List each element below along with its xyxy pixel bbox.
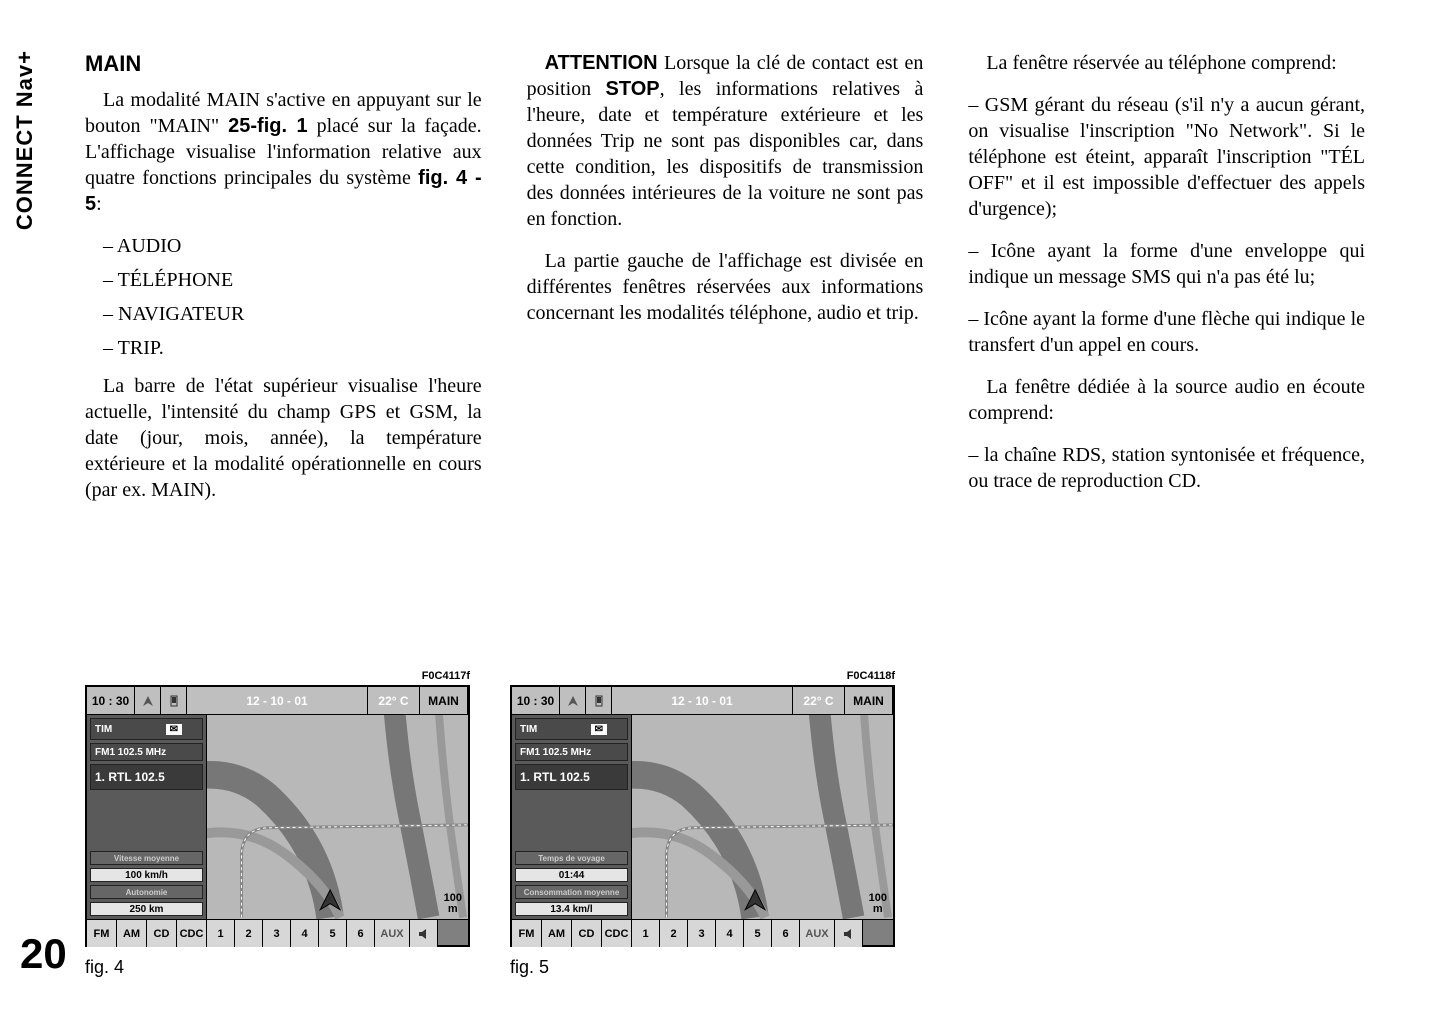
para: – la chaîne RDS, station syntonisée et f… bbox=[968, 442, 1365, 494]
radio-band: FM1 102.5 MHz bbox=[515, 743, 628, 761]
list-item: – NAVIGATEUR bbox=[85, 301, 482, 327]
trip-value-1: 100 km/h bbox=[90, 868, 203, 882]
aux-button[interactable]: AUX bbox=[800, 920, 835, 947]
radio-band: FM1 102.5 MHz bbox=[90, 743, 203, 761]
para: – Icône ayant la forme d'une flèche qui … bbox=[968, 306, 1365, 358]
para: – GSM gérant du réseau (s'il n'y a aucun… bbox=[968, 92, 1365, 222]
radio-station: 1. RTL 102.5 bbox=[515, 764, 628, 790]
gsm-icon bbox=[161, 687, 187, 714]
temperature: 22° C bbox=[793, 687, 845, 714]
main-area: TIM✉ FM1 102.5 MHz 1. RTL 102.5 Temps de… bbox=[512, 715, 893, 919]
preset-button[interactable]: 2 bbox=[660, 920, 688, 947]
para: La fenêtre dédiée à la source audio en é… bbox=[968, 374, 1365, 426]
preset-button[interactable]: 5 bbox=[319, 920, 347, 947]
source-bar: FMAMCDCDC 123456 AUX bbox=[87, 919, 468, 947]
date: 12 - 10 - 01 bbox=[187, 687, 368, 714]
phone-cell: TIM✉ bbox=[90, 718, 203, 740]
source-button[interactable]: CD bbox=[147, 920, 177, 947]
para: La partie gauche de l'affichage est divi… bbox=[527, 248, 924, 326]
column-3: La fenêtre réservée au téléphone compren… bbox=[968, 50, 1365, 519]
mode-label: MAIN bbox=[420, 687, 468, 714]
phone-cell: TIM✉ bbox=[515, 718, 628, 740]
trip-label-2: Consommation moyenne bbox=[515, 885, 628, 899]
gsm-icon bbox=[586, 687, 612, 714]
mode-label: MAIN bbox=[845, 687, 893, 714]
preset-button[interactable]: 6 bbox=[772, 920, 800, 947]
page: CONNECT Nav+ 20 MAIN La modalité MAIN s'… bbox=[0, 0, 1445, 1018]
source-button[interactable]: AM bbox=[542, 920, 572, 947]
trip-label-1: Vitesse moyenne bbox=[90, 851, 203, 865]
function-list: – AUDIO – TÉLÉPHONE – NAVIGATEUR – TRIP. bbox=[85, 233, 482, 361]
source-button[interactable]: FM bbox=[87, 920, 117, 947]
para: La fenêtre réservée au téléphone compren… bbox=[968, 50, 1365, 76]
trip-label-2: Autonomie bbox=[90, 885, 203, 899]
page-number: 20 bbox=[20, 930, 67, 978]
source-button[interactable]: AM bbox=[117, 920, 147, 947]
radio-station: 1. RTL 102.5 bbox=[90, 764, 203, 790]
preset-button[interactable]: 4 bbox=[716, 920, 744, 947]
column-1: MAIN La modalité MAIN s'active en appuya… bbox=[85, 50, 482, 519]
source-button[interactable]: CD bbox=[572, 920, 602, 947]
map-view: 100m bbox=[632, 715, 893, 919]
list-item: – AUDIO bbox=[85, 233, 482, 259]
source-button[interactable]: FM bbox=[512, 920, 542, 947]
figure: F0C4117f 10 : 30 12 - 10 - 01 22° C MAIN… bbox=[85, 670, 470, 978]
envelope-icon: ✉ bbox=[591, 724, 607, 735]
status-bar: 10 : 30 12 - 10 - 01 22° C MAIN bbox=[87, 687, 468, 715]
figure: F0C4118f 10 : 30 12 - 10 - 01 22° C MAIN… bbox=[510, 670, 895, 978]
figure-caption: fig. 5 bbox=[510, 957, 895, 978]
list-item: – TÉLÉPHONE bbox=[85, 267, 482, 293]
gps-icon bbox=[135, 687, 161, 714]
speaker-icon[interactable] bbox=[410, 920, 438, 947]
text-columns: MAIN La modalité MAIN s'active en appuya… bbox=[85, 50, 1365, 519]
list-item: – TRIP. bbox=[85, 335, 482, 361]
trip-label-1: Temps de voyage bbox=[515, 851, 628, 865]
preset-button[interactable]: 6 bbox=[347, 920, 375, 947]
aux-button[interactable]: AUX bbox=[375, 920, 410, 947]
nav-screen: 10 : 30 12 - 10 - 01 22° C MAIN TIM✉ FM1… bbox=[85, 685, 470, 947]
clock: 10 : 30 bbox=[87, 687, 135, 714]
heading-main: MAIN bbox=[85, 50, 482, 79]
figure-caption: fig. 4 bbox=[85, 957, 470, 978]
nav-screen: 10 : 30 12 - 10 - 01 22° C MAIN TIM✉ FM1… bbox=[510, 685, 895, 947]
envelope-icon: ✉ bbox=[166, 724, 182, 735]
trip-value-2: 13.4 km/l bbox=[515, 902, 628, 916]
temperature: 22° C bbox=[368, 687, 420, 714]
side-label: CONNECT Nav+ bbox=[12, 50, 38, 230]
speaker-icon[interactable] bbox=[835, 920, 863, 947]
trip-value-2: 250 km bbox=[90, 902, 203, 916]
gps-icon bbox=[560, 687, 586, 714]
clock: 10 : 30 bbox=[512, 687, 560, 714]
left-panel: TIM✉ FM1 102.5 MHz 1. RTL 102.5 Vitesse … bbox=[87, 715, 207, 919]
map-scale: 100m bbox=[444, 893, 462, 915]
source-button[interactable]: CDC bbox=[177, 920, 207, 947]
figure-id: F0C4118f bbox=[510, 670, 895, 682]
main-area: TIM✉ FM1 102.5 MHz 1. RTL 102.5 Vitesse … bbox=[87, 715, 468, 919]
status-bar: 10 : 30 12 - 10 - 01 22° C MAIN bbox=[512, 687, 893, 715]
source-button[interactable]: CDC bbox=[602, 920, 632, 947]
preset-button[interactable]: 3 bbox=[263, 920, 291, 947]
date: 12 - 10 - 01 bbox=[612, 687, 793, 714]
para: ATTENTION Lorsque la clé de contact est … bbox=[527, 50, 924, 232]
left-panel: TIM✉ FM1 102.5 MHz 1. RTL 102.5 Temps de… bbox=[512, 715, 632, 919]
para: La barre de l'état supérieur visualise l… bbox=[85, 373, 482, 503]
source-bar: FMAMCDCDC 123456 AUX bbox=[512, 919, 893, 947]
map-view: 100m bbox=[207, 715, 468, 919]
para: La modalité MAIN s'active en appuyant su… bbox=[85, 87, 482, 217]
preset-button[interactable]: 1 bbox=[207, 920, 235, 947]
para: – Icône ayant la forme d'une enveloppe q… bbox=[968, 238, 1365, 290]
preset-button[interactable]: 4 bbox=[291, 920, 319, 947]
preset-button[interactable]: 3 bbox=[688, 920, 716, 947]
preset-button[interactable]: 2 bbox=[235, 920, 263, 947]
preset-button[interactable]: 1 bbox=[632, 920, 660, 947]
trip-value-1: 01:44 bbox=[515, 868, 628, 882]
column-2: ATTENTION Lorsque la clé de contact est … bbox=[527, 50, 924, 519]
map-scale: 100m bbox=[869, 893, 887, 915]
preset-button[interactable]: 5 bbox=[744, 920, 772, 947]
figures: F0C4117f 10 : 30 12 - 10 - 01 22° C MAIN… bbox=[85, 670, 895, 978]
figure-id: F0C4117f bbox=[85, 670, 470, 682]
